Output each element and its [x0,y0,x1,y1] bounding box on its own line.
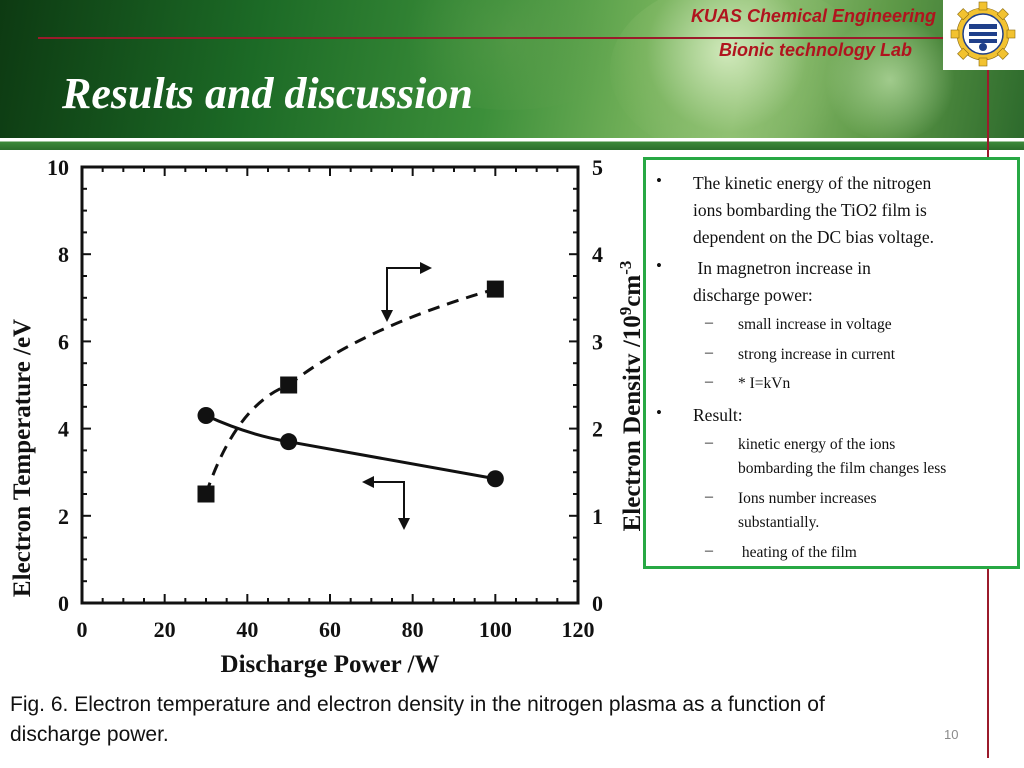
arrow-right-axis-indicator-icon [386,267,426,318]
header-rule [38,37,943,39]
banner-divider [0,138,1024,150]
x-tick-label: 80 [402,617,424,642]
y2-tick-label: 2 [592,417,603,442]
y2-axis-label: Electron Density /109cm-3 [616,261,640,532]
sub-bullet-text: heating of the film [738,543,857,561]
caption-line: discharge power. [10,723,169,746]
page-number: 10 [944,727,959,742]
x-tick-label: 60 [319,617,341,642]
logo [943,0,1024,70]
banner-highlight [820,20,960,138]
arrow-right-axis-indicator-icon [381,310,393,322]
sub-bullet-text: small increase in voltage [738,316,892,333]
density-square-marker [486,280,504,298]
y2-tick-label: 0 [592,591,603,616]
sub-bullet-text: strong increase in current [738,345,896,363]
arrow-left-axis-indicator-icon [398,518,410,530]
figure-caption: Fig. 6. Electron temperature and electro… [10,690,1010,750]
density-square-marker [280,376,298,394]
arrow-right-axis-indicator-icon [420,262,432,274]
y2-tick-label: 4 [592,242,603,267]
x-tick-label: 40 [236,617,258,642]
sub-bullet-text: substantially. [738,514,820,531]
x-tick-label: 20 [154,617,176,642]
bullet-text: Result: [693,404,743,425]
sub-bullet-marker: – [705,487,713,505]
bullet-marker: • [656,171,662,190]
arrow-left-axis-indicator-icon [362,476,374,488]
caption-line: Fig. 6. Electron temperature and electro… [10,693,825,716]
header-banner [0,0,1024,138]
bullet-marker: • [656,256,662,275]
y-tick-label: 8 [58,242,69,267]
banner-highlight [380,0,640,110]
sub-bullet-text: Ions number increases [738,489,877,507]
lab-name-line1: KUAS Chemical Engineering [690,6,936,26]
x-tick-label: 120 [562,617,595,642]
bullet-marker: • [656,402,662,422]
sub-bullet-marker: – [705,433,713,451]
y2-tick-label: 5 [592,155,603,180]
sub-bullet-text: * I=kVn [738,375,791,392]
sub-bullet-marker: – [705,373,713,390]
y-tick-label: 2 [58,504,69,529]
density-square-marker [197,485,215,503]
y-tick-label: 4 [58,417,69,442]
series-temperature-line [205,414,496,481]
sub-bullet-text: kinetic energy of the ions [738,435,896,453]
y-tick-label: 6 [58,329,69,354]
lab-name-line2: Bionic technology Lab [718,40,912,60]
sub-bullet-marker: – [705,541,713,559]
y-tick-label: 0 [58,591,69,616]
y2-tick-label: 1 [592,504,603,529]
bullet-text: The kinetic energy of the nitrogen [693,173,932,193]
temperature-circle-marker [486,470,504,488]
bullet-text: ions bombarding the TiO2 film is [693,200,927,220]
bullet-text: dependent on the DC bias voltage. [693,227,935,247]
y-axis-label: Electron Temperature /eV [9,319,36,597]
y2-tick-label: 3 [592,329,603,354]
series-density-line [204,287,496,495]
x-tick-label: 100 [479,617,512,642]
sub-bullet-marker: – [705,343,713,361]
temperature-circle-marker [280,433,298,451]
bullet-text: In magnetron increase in [693,258,871,278]
bullet-text: discharge power: [693,285,813,305]
kuas-gear-logo-icon [950,1,1016,67]
sub-bullet-marker: – [705,314,713,331]
arrow-left-axis-indicator-icon [370,481,405,524]
bullet-list-panel: • The kinetic energy of the nitrogen ions … [643,157,1020,569]
x-axis-label: Discharge Power /W [221,651,440,678]
page-title: Results and discussion [62,69,473,118]
plot-frame [80,165,580,605]
x-tick-label: 0 [77,617,88,642]
sub-bullet-text: bombarding the film changes less [738,460,947,477]
y-tick-label: 10 [47,155,69,180]
temperature-circle-marker [197,407,215,425]
